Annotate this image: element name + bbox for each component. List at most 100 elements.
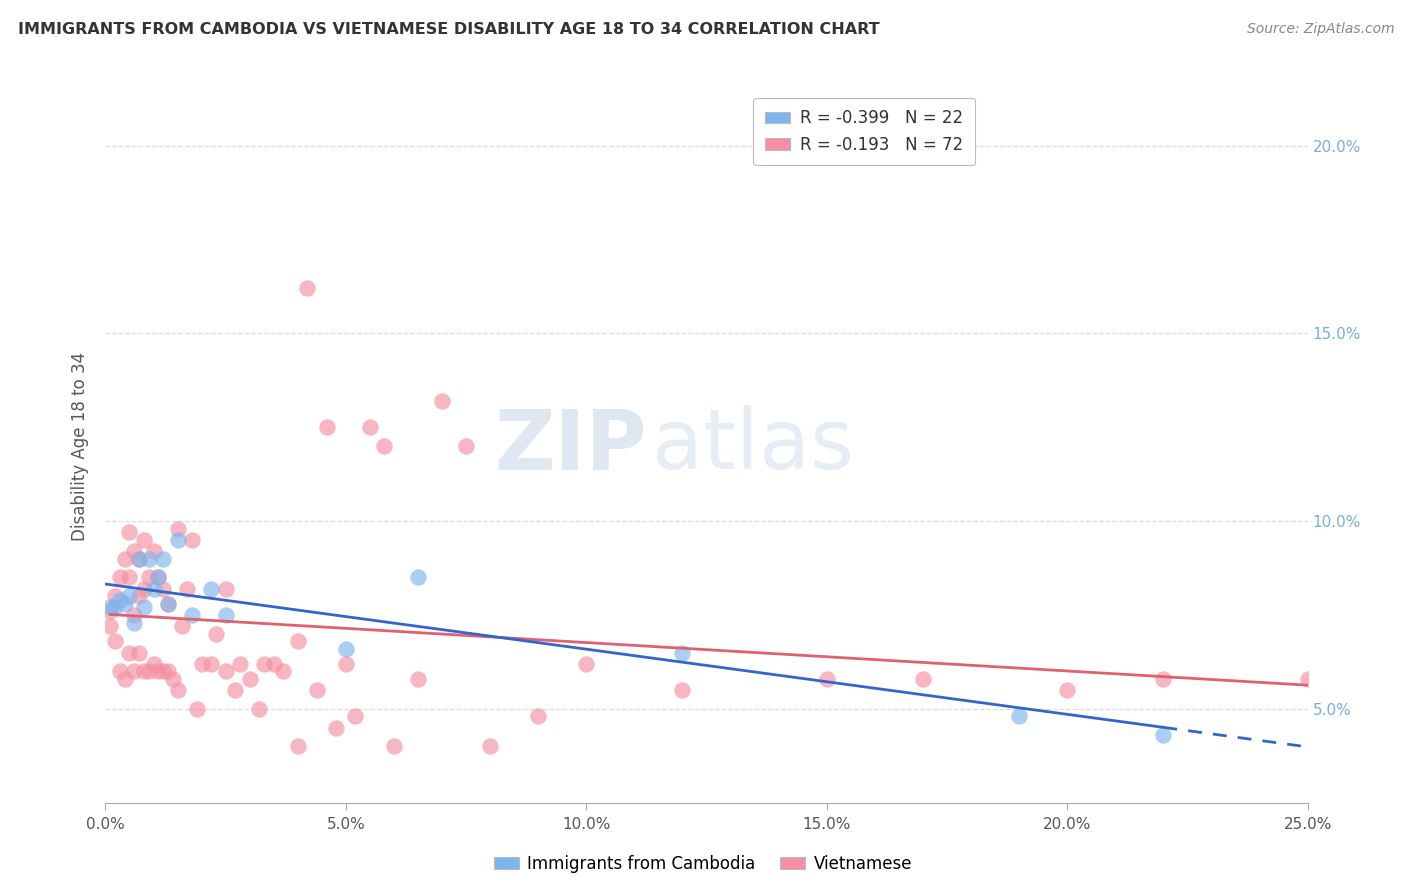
Point bbox=[148, 570, 170, 584]
Point bbox=[104, 589, 127, 603]
Legend: R = -0.399   N = 22, R = -0.193   N = 72: R = -0.399 N = 22, R = -0.193 N = 72 bbox=[754, 97, 974, 165]
Point bbox=[138, 665, 160, 679]
Point bbox=[142, 582, 165, 596]
Point bbox=[132, 600, 155, 615]
Point bbox=[124, 544, 146, 558]
Point bbox=[152, 665, 174, 679]
Point bbox=[114, 597, 136, 611]
Point bbox=[1008, 709, 1031, 723]
Point bbox=[152, 551, 174, 566]
Point bbox=[118, 525, 141, 540]
Point bbox=[200, 657, 222, 671]
Point bbox=[98, 619, 121, 633]
Point bbox=[98, 604, 121, 618]
Point bbox=[108, 593, 131, 607]
Point bbox=[247, 702, 270, 716]
Point bbox=[114, 551, 136, 566]
Point bbox=[1296, 672, 1319, 686]
Point bbox=[148, 570, 170, 584]
Point bbox=[239, 672, 262, 686]
Point bbox=[287, 634, 309, 648]
Point bbox=[138, 551, 160, 566]
Point bbox=[98, 600, 121, 615]
Point bbox=[263, 657, 285, 671]
Point bbox=[108, 570, 131, 584]
Point bbox=[382, 739, 405, 754]
Point bbox=[325, 721, 347, 735]
Point bbox=[186, 702, 208, 716]
Point bbox=[190, 657, 212, 671]
Point bbox=[671, 646, 693, 660]
Point bbox=[156, 597, 179, 611]
Point bbox=[1056, 683, 1078, 698]
Point bbox=[118, 646, 141, 660]
Point bbox=[114, 672, 136, 686]
Point bbox=[118, 570, 141, 584]
Point bbox=[335, 657, 357, 671]
Point bbox=[128, 646, 150, 660]
Point bbox=[214, 582, 236, 596]
Point bbox=[132, 665, 155, 679]
Point bbox=[152, 582, 174, 596]
Point bbox=[479, 739, 502, 754]
Point bbox=[142, 544, 165, 558]
Point bbox=[287, 739, 309, 754]
Point bbox=[128, 589, 150, 603]
Point bbox=[200, 582, 222, 596]
Point bbox=[305, 683, 328, 698]
Point bbox=[132, 533, 155, 547]
Point bbox=[172, 619, 194, 633]
Point bbox=[176, 582, 198, 596]
Point bbox=[142, 657, 165, 671]
Point bbox=[104, 634, 127, 648]
Text: IMMIGRANTS FROM CAMBODIA VS VIETNAMESE DISABILITY AGE 18 TO 34 CORRELATION CHART: IMMIGRANTS FROM CAMBODIA VS VIETNAMESE D… bbox=[18, 22, 880, 37]
Point bbox=[166, 522, 188, 536]
Point bbox=[214, 607, 236, 622]
Point bbox=[205, 627, 228, 641]
Point bbox=[118, 589, 141, 603]
Point bbox=[224, 683, 246, 698]
Point bbox=[214, 665, 236, 679]
Point bbox=[430, 393, 453, 408]
Point bbox=[527, 709, 550, 723]
Point bbox=[273, 665, 295, 679]
Point bbox=[229, 657, 252, 671]
Point bbox=[911, 672, 934, 686]
Point bbox=[359, 420, 381, 434]
Point bbox=[128, 551, 150, 566]
Point bbox=[162, 672, 184, 686]
Point bbox=[335, 641, 357, 656]
Point bbox=[373, 439, 395, 453]
Point bbox=[181, 533, 204, 547]
Point bbox=[108, 665, 131, 679]
Point bbox=[124, 607, 146, 622]
Text: Source: ZipAtlas.com: Source: ZipAtlas.com bbox=[1247, 22, 1395, 37]
Point bbox=[124, 665, 146, 679]
Point bbox=[132, 582, 155, 596]
Point bbox=[128, 551, 150, 566]
Point bbox=[138, 570, 160, 584]
Legend: Immigrants from Cambodia, Vietnamese: Immigrants from Cambodia, Vietnamese bbox=[486, 848, 920, 880]
Point bbox=[815, 672, 838, 686]
Point bbox=[315, 420, 337, 434]
Y-axis label: Disability Age 18 to 34: Disability Age 18 to 34 bbox=[72, 351, 90, 541]
Point bbox=[181, 607, 204, 622]
Point bbox=[1152, 728, 1174, 742]
Point bbox=[166, 683, 188, 698]
Text: ZIP: ZIP bbox=[494, 406, 647, 486]
Point bbox=[148, 665, 170, 679]
Point bbox=[1152, 672, 1174, 686]
Point bbox=[671, 683, 693, 698]
Text: atlas: atlas bbox=[652, 406, 855, 486]
Point bbox=[454, 439, 477, 453]
Point bbox=[166, 533, 188, 547]
Point bbox=[575, 657, 598, 671]
Point bbox=[406, 672, 429, 686]
Point bbox=[297, 281, 319, 295]
Point bbox=[156, 597, 179, 611]
Point bbox=[406, 570, 429, 584]
Point bbox=[104, 600, 127, 615]
Point bbox=[156, 665, 179, 679]
Point bbox=[124, 615, 146, 630]
Point bbox=[253, 657, 276, 671]
